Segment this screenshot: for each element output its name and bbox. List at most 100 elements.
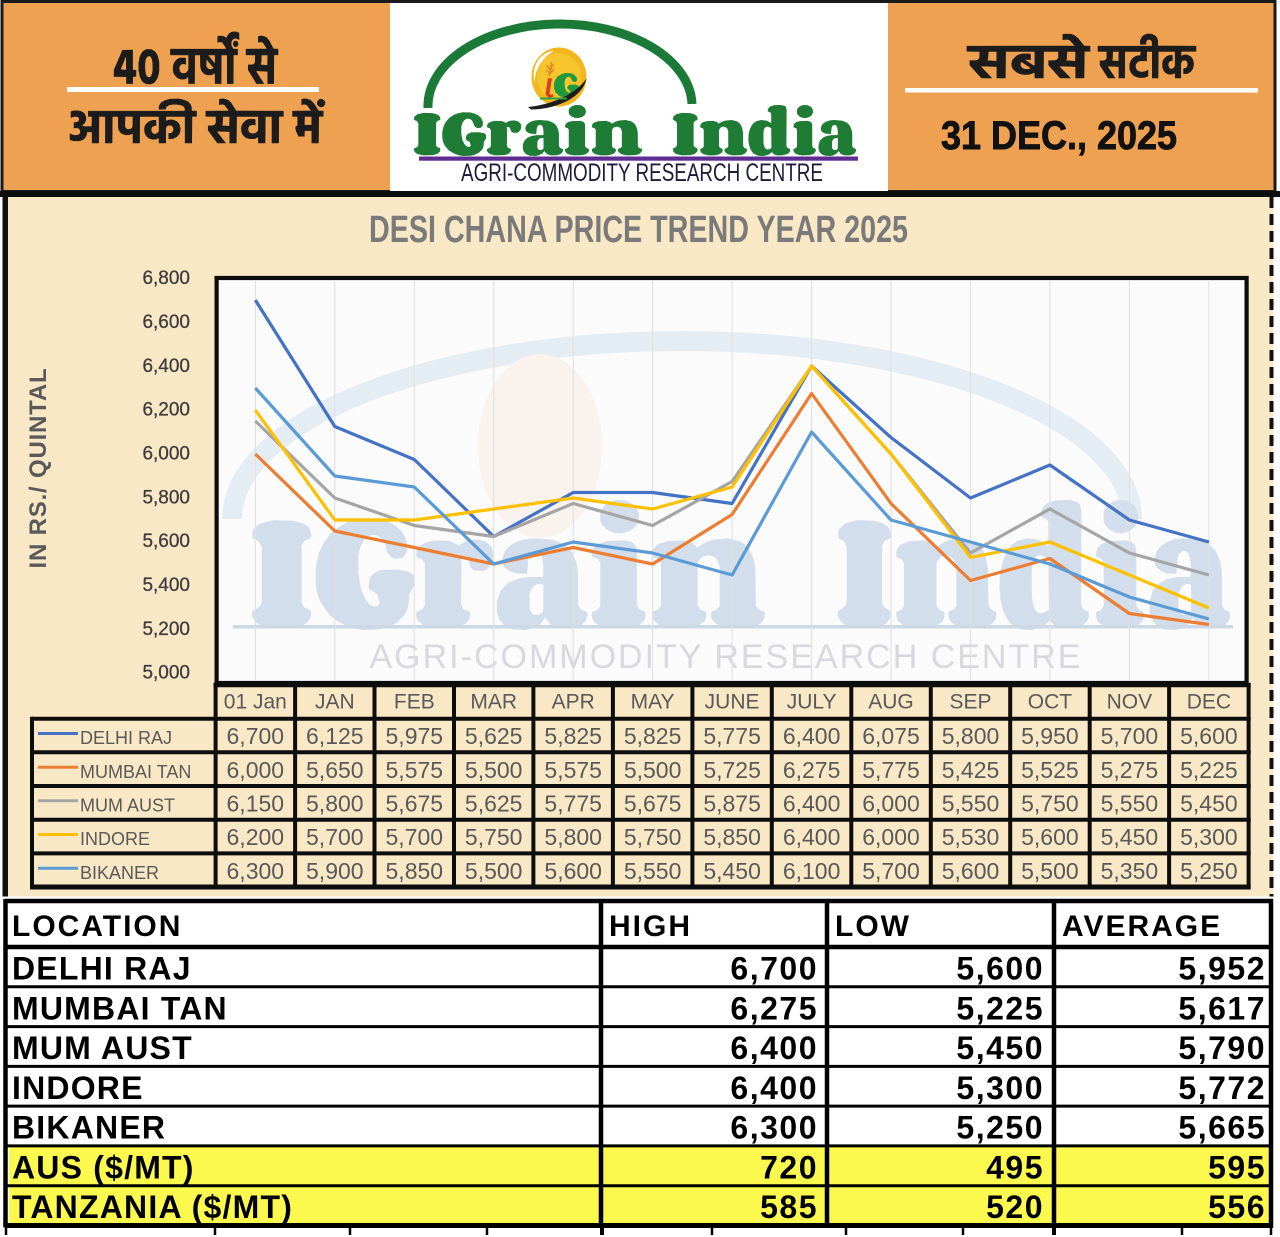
svg-text:5,500: 5,500 <box>1021 858 1079 884</box>
svg-text:520: 520 <box>986 1189 1044 1225</box>
svg-text:APR: APR <box>552 691 595 714</box>
svg-text:5,825: 5,825 <box>544 723 602 749</box>
svg-text:5,665: 5,665 <box>1178 1110 1266 1146</box>
svg-text:5,200: 5,200 <box>142 619 190 640</box>
svg-text:6,275: 6,275 <box>730 990 818 1026</box>
svg-text:INDORE: INDORE <box>80 829 150 849</box>
svg-text:5,450: 5,450 <box>703 858 761 884</box>
svg-text:5,550: 5,550 <box>624 858 682 884</box>
svg-text:5,775: 5,775 <box>862 757 920 783</box>
svg-text:5,550: 5,550 <box>1101 791 1159 817</box>
svg-text:5,700: 5,700 <box>306 824 364 850</box>
svg-text:DELHI RAJ: DELHI RAJ <box>12 951 192 987</box>
svg-text:OCT: OCT <box>1028 691 1073 714</box>
svg-text:5,790: 5,790 <box>1178 1030 1266 1066</box>
svg-text:6,300: 6,300 <box>227 858 285 884</box>
svg-text:AVERAGE: AVERAGE <box>1062 910 1222 943</box>
svg-text:5,800: 5,800 <box>306 791 364 817</box>
svg-text:5,225: 5,225 <box>1180 757 1238 783</box>
svg-text:5,675: 5,675 <box>386 791 444 817</box>
svg-text:585: 585 <box>760 1189 818 1225</box>
svg-text:5,850: 5,850 <box>386 858 444 884</box>
svg-text:5,550: 5,550 <box>942 791 1000 817</box>
svg-text:AGRI-COMMODITY RESEARCH CENTRE: AGRI-COMMODITY RESEARCH CENTRE <box>461 159 823 187</box>
svg-text:AUS ($/MT): AUS ($/MT) <box>12 1149 195 1185</box>
svg-text:5,750: 5,750 <box>624 824 682 850</box>
svg-text:LOCATION: LOCATION <box>12 910 182 943</box>
svg-text:5,225: 5,225 <box>956 990 1044 1026</box>
svg-text:JULY: JULY <box>787 691 837 714</box>
svg-text:5,600: 5,600 <box>1180 723 1238 749</box>
svg-text:5,650: 5,650 <box>306 757 364 783</box>
svg-text:AGRI-COMMODITY RESEARCH CENTRE: AGRI-COMMODITY RESEARCH CENTRE <box>370 638 1083 676</box>
svg-text:MUMBAI TAN: MUMBAI TAN <box>80 762 191 782</box>
svg-text:5,500: 5,500 <box>465 757 523 783</box>
svg-text:MUM AUST: MUM AUST <box>80 796 175 816</box>
svg-text:5,700: 5,700 <box>862 858 920 884</box>
svg-text:6,400: 6,400 <box>142 356 190 377</box>
svg-text:5,800: 5,800 <box>544 824 602 850</box>
svg-text:5,575: 5,575 <box>386 757 444 783</box>
svg-text:5,250: 5,250 <box>1180 858 1238 884</box>
svg-text:JUNE: JUNE <box>705 691 760 714</box>
svg-text:5,750: 5,750 <box>1021 791 1079 817</box>
svg-text:LOW: LOW <box>835 910 911 943</box>
svg-text:5,800: 5,800 <box>142 487 190 508</box>
svg-text:5,425: 5,425 <box>942 757 1000 783</box>
svg-text:AUG: AUG <box>868 691 914 714</box>
svg-text:6,150: 6,150 <box>227 791 285 817</box>
svg-text:DEC: DEC <box>1187 691 1231 714</box>
svg-text:5,750: 5,750 <box>465 824 523 850</box>
svg-text:5,625: 5,625 <box>465 791 523 817</box>
svg-text:5,450: 5,450 <box>956 1030 1044 1066</box>
svg-text:5,975: 5,975 <box>386 723 444 749</box>
svg-text:6,400: 6,400 <box>783 791 841 817</box>
svg-text:6,700: 6,700 <box>730 951 818 987</box>
svg-text:6,400: 6,400 <box>783 824 841 850</box>
svg-text:BIKANER: BIKANER <box>80 863 159 883</box>
svg-text:MAR: MAR <box>470 691 517 714</box>
svg-text:6,075: 6,075 <box>862 723 920 749</box>
svg-text:5,250: 5,250 <box>956 1110 1044 1146</box>
svg-text:5,725: 5,725 <box>703 757 761 783</box>
svg-text:6,200: 6,200 <box>227 824 285 850</box>
svg-text:5,700: 5,700 <box>1101 723 1159 749</box>
svg-text:5,350: 5,350 <box>1101 858 1159 884</box>
svg-text:6,200: 6,200 <box>142 400 190 421</box>
svg-text:5,850: 5,850 <box>703 824 761 850</box>
svg-text:5,600: 5,600 <box>1021 824 1079 850</box>
svg-text:MUM AUST: MUM AUST <box>12 1030 193 1066</box>
svg-text:DESI CHANA PRICE TREND YEAR 20: DESI CHANA PRICE TREND YEAR 2025 <box>369 209 908 251</box>
svg-text:6,275: 6,275 <box>783 757 841 783</box>
svg-text:5,700: 5,700 <box>386 824 444 850</box>
svg-text:5,950: 5,950 <box>1021 723 1079 749</box>
svg-text:DELHI RAJ: DELHI RAJ <box>80 728 172 748</box>
svg-text:5,825: 5,825 <box>624 723 682 749</box>
svg-text:INDORE: INDORE <box>12 1070 144 1106</box>
svg-text:5,875: 5,875 <box>703 791 761 817</box>
svg-text:BIKANER: BIKANER <box>12 1110 166 1146</box>
svg-text:6,100: 6,100 <box>783 858 841 884</box>
svg-text:5,000: 5,000 <box>142 663 190 684</box>
svg-text:6,400: 6,400 <box>730 1070 818 1106</box>
svg-text:TANZANIA ($/MT): TANZANIA ($/MT) <box>12 1189 293 1225</box>
svg-text:5,500: 5,500 <box>624 757 682 783</box>
svg-text:595: 595 <box>1208 1149 1266 1185</box>
svg-text:6,600: 6,600 <box>142 312 190 333</box>
svg-text:NOV: NOV <box>1107 691 1153 714</box>
svg-text:5,575: 5,575 <box>544 757 602 783</box>
svg-text:MAY: MAY <box>631 691 675 714</box>
svg-text:5,450: 5,450 <box>1180 791 1238 817</box>
svg-text:6,400: 6,400 <box>783 723 841 749</box>
svg-text:6,000: 6,000 <box>862 824 920 850</box>
svg-text:5,600: 5,600 <box>544 858 602 884</box>
svg-text:5,300: 5,300 <box>1180 824 1238 850</box>
svg-text:5,600: 5,600 <box>956 951 1044 987</box>
svg-text:5,952: 5,952 <box>1178 951 1266 987</box>
svg-text:5,300: 5,300 <box>956 1070 1044 1106</box>
svg-text:MUMBAI TAN: MUMBAI TAN <box>12 990 228 1026</box>
svg-text:5,525: 5,525 <box>1021 757 1079 783</box>
svg-text:720: 720 <box>760 1149 818 1185</box>
svg-text:5,775: 5,775 <box>703 723 761 749</box>
svg-text:556: 556 <box>1208 1189 1266 1225</box>
